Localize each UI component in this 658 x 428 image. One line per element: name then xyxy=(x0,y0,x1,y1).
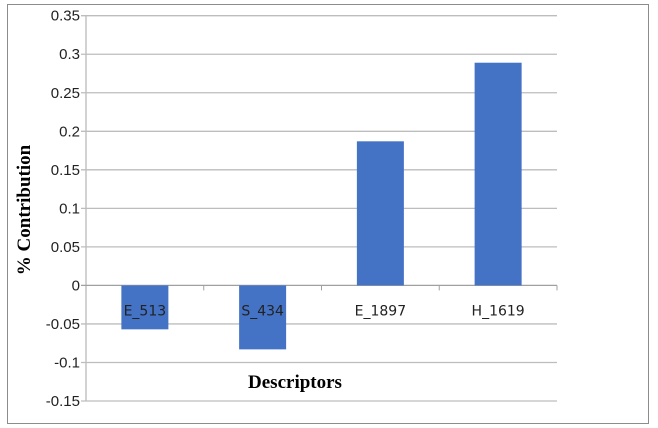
y-tick-label: 0.25 xyxy=(51,85,80,102)
x-tick-label: E_513 xyxy=(124,303,167,319)
y-tick-label: 0.3 xyxy=(59,46,80,63)
bar-h-1619 xyxy=(474,62,522,286)
y-tick-label: 0.1 xyxy=(59,200,80,217)
y-tick-label: 0.35 xyxy=(51,8,80,25)
y-tick-label: -0.05 xyxy=(46,316,80,333)
x-tick-label: E_1897 xyxy=(355,303,406,319)
y-tick-label: -0.15 xyxy=(46,393,80,410)
y-tick-labels: -0.15 -0.1 -0.05 0 0.05 0.1 0.15 0.2 0.25 0.3 0.35 xyxy=(46,8,80,410)
chart-frame xyxy=(7,4,649,424)
y-tick-label: 0.2 xyxy=(59,123,80,140)
bars xyxy=(121,62,522,350)
y-tick-label: -0.1 xyxy=(54,354,80,371)
y-tick-label: 0 xyxy=(72,277,80,294)
bar-e-1897 xyxy=(356,141,404,286)
bar-s-434 xyxy=(239,285,287,350)
x-tick-label: H_1619 xyxy=(472,303,525,319)
bar-e-513 xyxy=(121,285,169,330)
x-tick-labels: E_513 S_434 E_1897 H_1619 xyxy=(124,303,525,319)
x-axis-label: Descriptors xyxy=(248,372,342,393)
x-tick-label: S_434 xyxy=(241,303,284,319)
y-tick-label: 0.05 xyxy=(51,239,80,256)
y-tick-label: 0.15 xyxy=(51,162,80,179)
y-axis-label: % Contribution xyxy=(14,144,35,275)
